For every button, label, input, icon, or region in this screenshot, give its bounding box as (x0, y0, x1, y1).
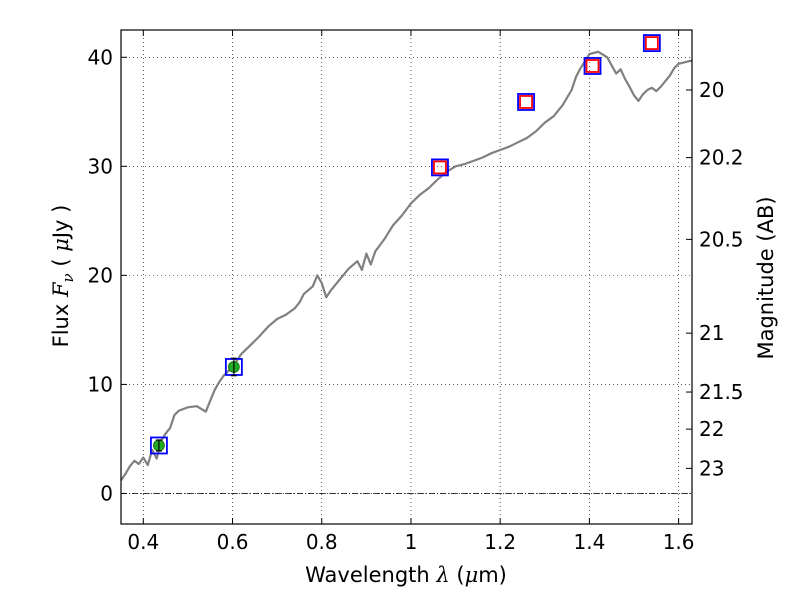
y-axis-label-mu: μ (49, 238, 73, 252)
x-tick-label-5: 1.4 (573, 530, 605, 554)
x-axis-label-unit: ( (450, 563, 465, 587)
x-axis-label-text: Wavelength (305, 563, 436, 587)
marker-square-s0-4 (583, 57, 602, 75)
y-tick-label-3: 30 (88, 154, 113, 178)
y-tick-label-1: 10 (88, 372, 113, 396)
y2-tick-label-5: 22 (699, 417, 724, 441)
x-tick-label-2: 0.8 (306, 530, 338, 554)
right-tick-labels: 20 20.2 20.5 21 21.5 22 23 (699, 78, 744, 480)
marker-square-s1-0 (433, 160, 447, 175)
marker-square-s0-5 (642, 34, 661, 52)
y-axis-label-nu: ν (59, 273, 77, 282)
grid (121, 30, 692, 524)
y2-tick-label-1: 20.2 (699, 146, 744, 170)
y-axis-label-paren: ( (49, 252, 73, 274)
marker-square-s0-3 (517, 93, 535, 111)
marker-square-s1-3 (644, 36, 659, 50)
y-tick-label-2: 20 (88, 263, 113, 287)
y-axis-label-text: Flux (49, 297, 73, 347)
y2-tick-label-2: 20.5 (699, 227, 744, 251)
x-axis-label-mu: μ (465, 563, 479, 587)
marker-square-s1-2 (585, 59, 600, 73)
x-tick-label-4: 1.2 (484, 530, 516, 554)
y-axis-label-F: F (49, 281, 73, 298)
spectrum-line (120, 50, 693, 482)
plot-frame (120, 29, 693, 525)
y2-tick-label-3: 21 (699, 321, 724, 345)
x-tick-label-1: 0.6 (217, 530, 249, 554)
marker-square-s0-2 (431, 158, 449, 177)
marker-square-s1-1 (519, 95, 533, 109)
axis-ticks (121, 30, 692, 524)
marker-square-s0-0 (150, 436, 168, 455)
x-tick-label-3: 1 (405, 530, 418, 554)
y-tick-labels: 0 10 20 30 40 (88, 45, 113, 505)
x-axis-label-close: m) (478, 563, 507, 587)
y-tick-label-0: 0 (100, 481, 113, 505)
x-axis-label-lambda: λ (435, 563, 449, 587)
y2-tick-label-6: 23 (699, 456, 724, 480)
x-tick-labels: 0.4 0.6 0.8 1 1.2 1.4 1.6 (127, 530, 694, 554)
y-tick-label-4: 40 (88, 45, 113, 69)
spectrum-layer (120, 50, 693, 482)
right-axis-label: Magnitude (AB) (754, 196, 778, 359)
y2-tick-label-4: 21.5 (699, 380, 744, 404)
x-tick-label-0: 0.4 (127, 530, 159, 554)
x-axis-label: Wavelength λ (μm) (305, 563, 507, 587)
y2-tick-label-0: 20 (699, 78, 724, 102)
y-axis-label: Flux Fν ( μJy ) (49, 205, 77, 348)
y-axis-label-unit: Jy ) (49, 205, 73, 241)
data-points (150, 34, 661, 455)
x-tick-label-6: 1.6 (663, 530, 695, 554)
